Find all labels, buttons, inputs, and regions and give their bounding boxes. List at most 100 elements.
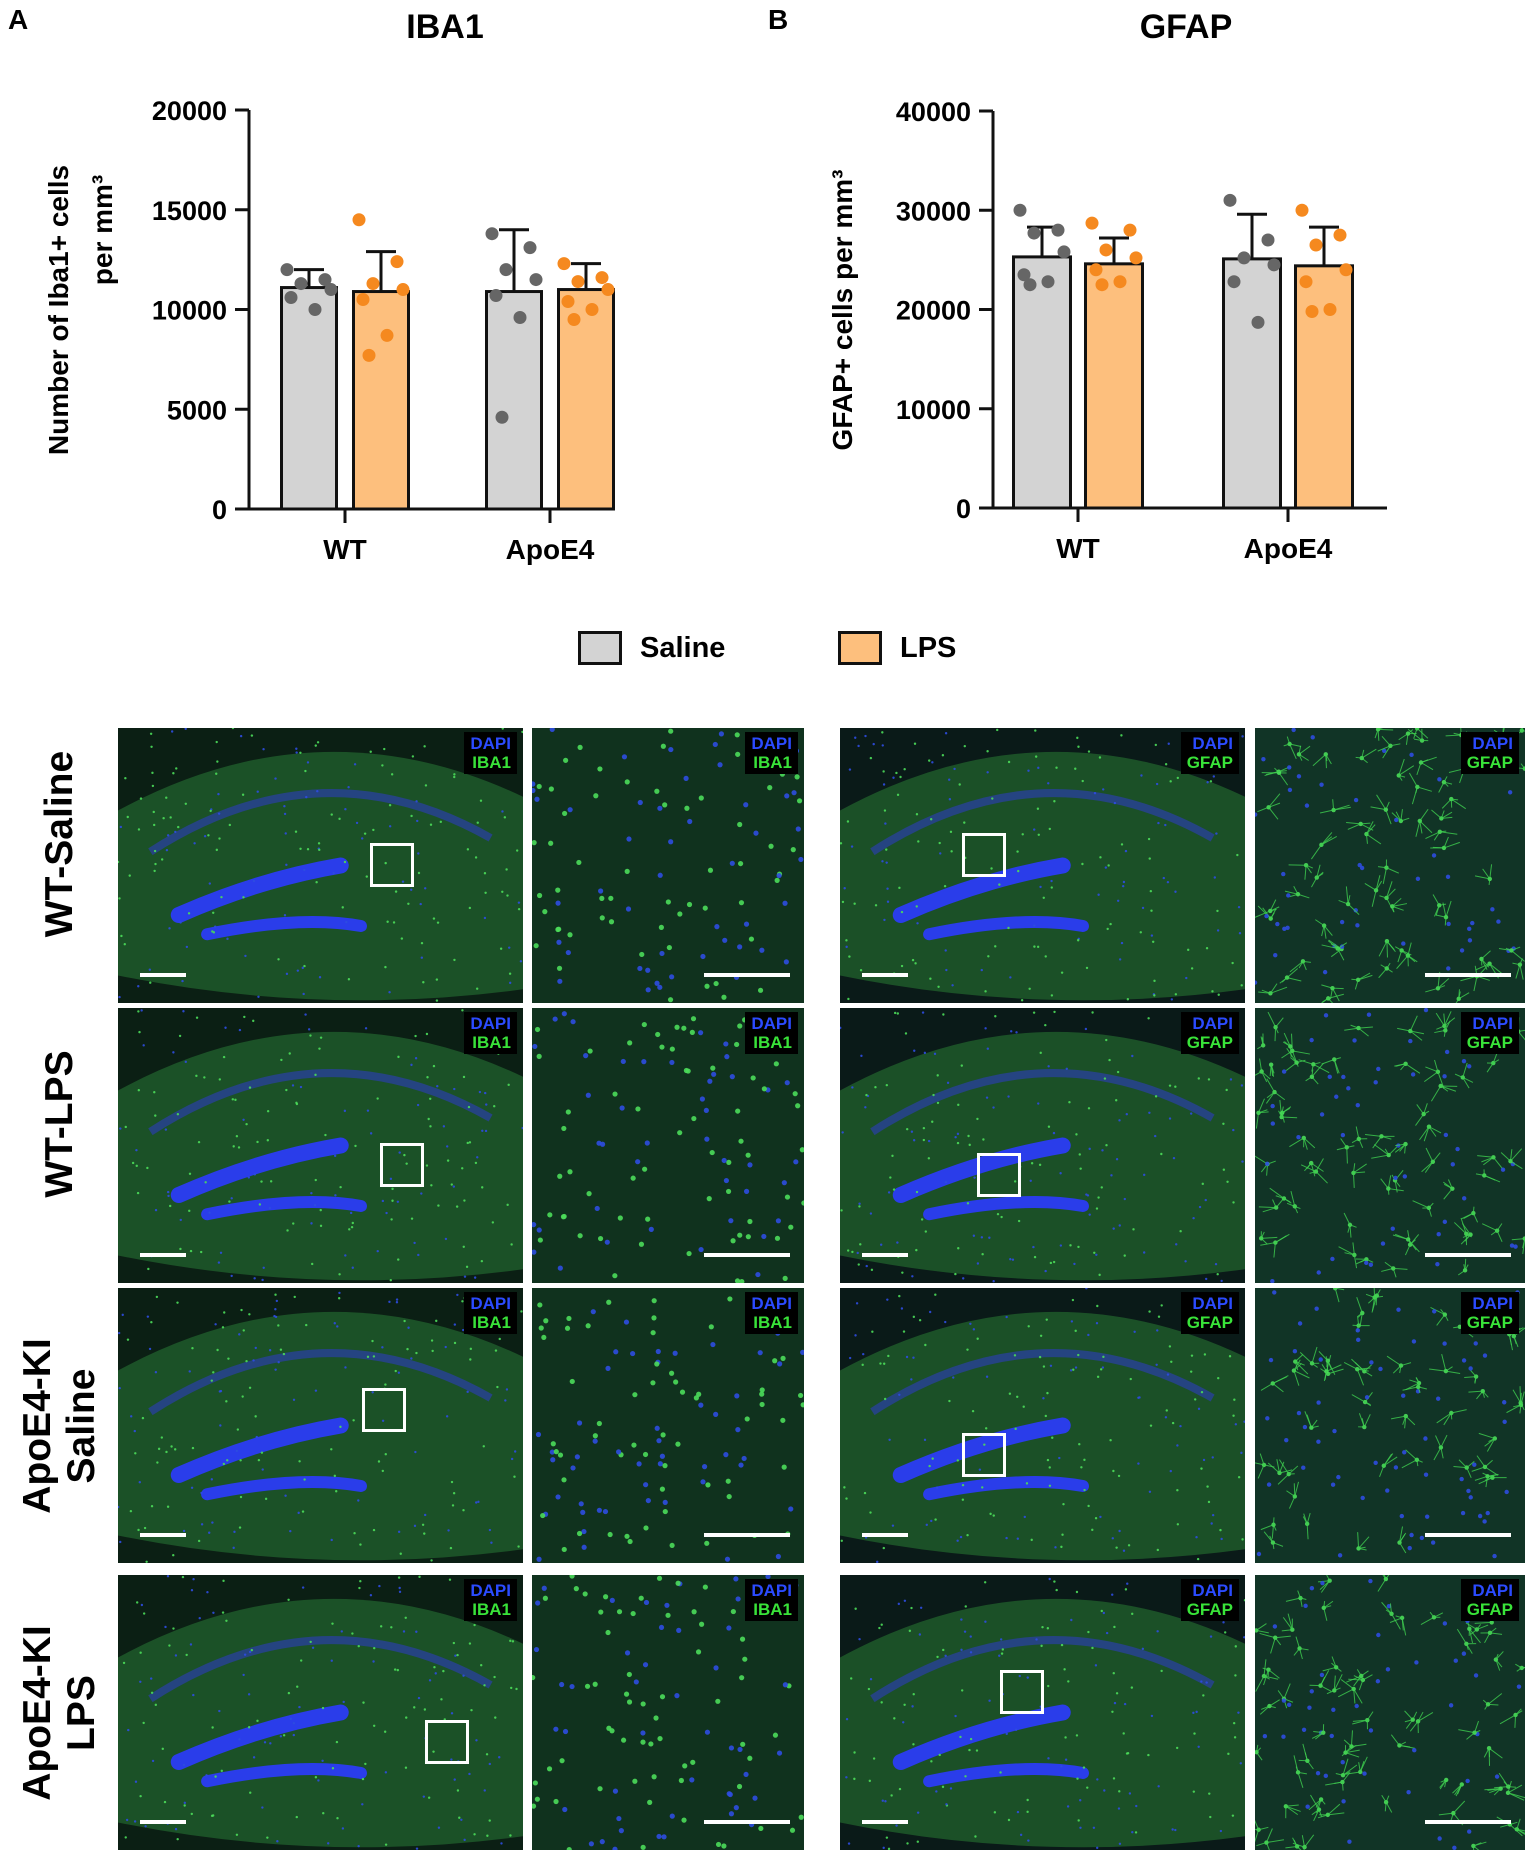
y-tick-label: 10000	[152, 296, 227, 326]
scale-bar	[862, 973, 908, 977]
micrograph-image	[118, 1008, 523, 1283]
data-point	[1306, 305, 1319, 318]
data-point	[381, 329, 394, 342]
data-point	[1028, 227, 1041, 240]
data-point	[363, 349, 376, 362]
y-axis-label: GFAP+ cells per mm³	[827, 170, 858, 451]
data-point	[1124, 224, 1137, 237]
region-of-interest-box	[380, 1143, 424, 1187]
x-tick-label: WT	[1056, 533, 1100, 564]
data-point	[568, 313, 581, 326]
stain-dapi-label: DAPI	[470, 1014, 511, 1033]
legend-label-saline: Saline	[640, 632, 725, 665]
data-point	[558, 257, 571, 270]
data-point	[1324, 303, 1337, 316]
scale-bar	[140, 1253, 186, 1257]
y-axis-label: Number of Iba1+ cells	[43, 165, 74, 455]
row-label-line: WT-LPS	[38, 974, 82, 1274]
data-point	[357, 293, 370, 306]
data-point	[391, 255, 404, 268]
stain-marker-label: GFAP	[1187, 1033, 1233, 1052]
stain-dapi-label: DAPI	[1187, 1294, 1233, 1313]
micrograph-image	[118, 728, 523, 1003]
stain-dapi-label: DAPI	[751, 1581, 792, 1600]
scale-bar	[140, 1533, 186, 1537]
data-point	[562, 295, 575, 308]
row-label-line: Saline	[60, 1276, 104, 1576]
data-point	[325, 283, 338, 296]
stain-marker-label: IBA1	[470, 1600, 511, 1619]
micrograph-image	[118, 1575, 523, 1850]
data-point	[524, 241, 537, 254]
stain-marker-label: GFAP	[1187, 1313, 1233, 1332]
stain-marker-label: IBA1	[470, 753, 511, 772]
y-tick-label: 20000	[896, 296, 971, 326]
stain-marker-label: GFAP	[1187, 1600, 1233, 1619]
scale-bar	[862, 1820, 908, 1824]
data-point	[397, 283, 410, 296]
data-point	[1224, 194, 1237, 207]
stain-marker-label: IBA1	[751, 1313, 792, 1332]
stain-dapi-label: DAPI	[751, 734, 792, 753]
bar	[1224, 259, 1281, 508]
scale-bar	[862, 1253, 908, 1257]
stain-marker-label: GFAP	[1467, 1600, 1513, 1619]
data-point	[367, 277, 380, 290]
stain-dapi-label: DAPI	[1187, 734, 1233, 753]
data-point	[1090, 263, 1103, 276]
y-tick-label: 5000	[167, 395, 227, 425]
y-tick-label: 20000	[152, 96, 227, 126]
stain-dapi-label: DAPI	[1467, 734, 1513, 753]
y-tick-label: 0	[956, 494, 971, 524]
stain-dapi-label: DAPI	[1467, 1581, 1513, 1600]
row-label-line: ApoE4-KI	[16, 1276, 60, 1576]
data-point	[1042, 275, 1055, 288]
data-point	[295, 277, 308, 290]
data-point	[602, 283, 615, 296]
scale-bar	[704, 973, 790, 977]
data-point	[490, 289, 503, 302]
scale-bar	[1425, 1253, 1511, 1257]
row-label-line: LPS	[60, 1563, 104, 1863]
region-of-interest-box	[370, 843, 414, 887]
bar	[282, 288, 337, 509]
stain-marker-label: IBA1	[751, 1600, 792, 1619]
data-point	[281, 263, 294, 276]
y-tick-label: 0	[212, 495, 227, 525]
stain-marker-label: GFAP	[1187, 753, 1233, 772]
y-tick-label: 30000	[896, 196, 971, 226]
stain-dapi-label: DAPI	[1467, 1294, 1513, 1313]
data-point	[1058, 245, 1071, 258]
scale-bar	[704, 1253, 790, 1257]
data-point	[1300, 275, 1313, 288]
stain-marker-label: GFAP	[1467, 1033, 1513, 1052]
data-point	[1100, 243, 1113, 256]
stain-dapi-label: DAPI	[751, 1294, 792, 1313]
stain-marker-label: IBA1	[751, 1033, 792, 1052]
legend-item-saline: Saline	[578, 628, 725, 668]
data-point	[530, 273, 543, 286]
stain-dapi-label: DAPI	[470, 1294, 511, 1313]
scale-bar	[862, 1533, 908, 1537]
x-tick-label: ApoE4	[506, 534, 595, 565]
data-point	[1052, 224, 1065, 237]
stain-marker-label: GFAP	[1467, 753, 1513, 772]
